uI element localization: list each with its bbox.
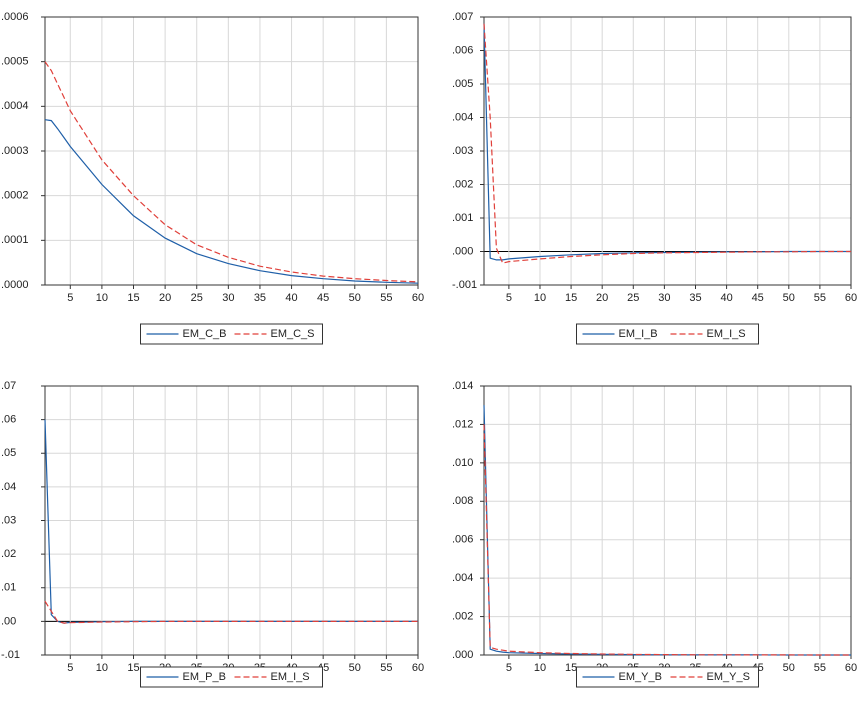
legend-label: EM_I_S — [271, 671, 310, 683]
x-tick-label: 10 — [534, 662, 546, 674]
x-tick-label: 25 — [191, 292, 203, 304]
y-tick-label: .002 — [452, 610, 473, 622]
panel: .000.002.004.006.008.010.012.01451015202… — [452, 380, 857, 688]
y-tick-label: .006 — [452, 44, 473, 56]
y-tick-label: .05 — [1, 447, 16, 459]
y-tick-label: .07 — [1, 380, 16, 392]
x-tick-label: 55 — [814, 662, 826, 674]
x-tick-label: 45 — [752, 292, 764, 304]
y-tick-label: .0002 — [1, 190, 29, 202]
series-line — [44, 61, 419, 283]
panel: -.001 .000 .001 .002 .003 .004 .005 .006 .007 5 10… — [452, 11, 857, 345]
y-tick-label: -.001 — [452, 279, 477, 291]
x-tick-label: 20 — [596, 292, 608, 304]
x-tick-label: 60 — [412, 292, 424, 304]
y-tick-label: .0006 — [1, 11, 29, 23]
y-tick-label: .007 — [452, 11, 473, 23]
x-tick-label: 10 — [96, 662, 108, 674]
x-tick-label: 40 — [285, 292, 297, 304]
y-tick-label: .000 — [452, 649, 473, 661]
y-tick-label: .014 — [452, 380, 473, 392]
x-tick-label: 50 — [783, 662, 795, 674]
x-tick-label: 50 — [349, 662, 361, 674]
panel: .0000 .0001 .0002 .0003 .0004 .0005 .0006 5 10 15… — [1, 11, 424, 345]
y-tick-label: .0000 — [1, 279, 29, 291]
legend-label: EM_Y_B — [619, 671, 662, 683]
x-tick-label: 60 — [412, 662, 424, 674]
plot-frame — [44, 16, 419, 286]
x-tick-label: 15 — [565, 662, 577, 674]
series-line — [44, 600, 418, 624]
plot-frame — [483, 385, 852, 656]
y-tick-label: .04 — [1, 481, 16, 493]
series-line — [483, 23, 851, 261]
x-tick-label: 45 — [317, 292, 329, 304]
x-tick-label: 15 — [127, 662, 139, 674]
x-tick-label: 55 — [814, 292, 826, 304]
x-tick-label: 60 — [845, 662, 857, 674]
y-tick-label: .000 — [452, 245, 473, 257]
panel: -.01.00.01.02.03.04.05.06.07510152025303… — [1, 380, 424, 688]
y-tick-label: .010 — [452, 457, 473, 469]
y-tick-label: .008 — [452, 495, 473, 507]
legend-box — [140, 666, 323, 688]
legend-box — [140, 323, 323, 345]
series-line — [44, 119, 419, 284]
x-tick-label: 30 — [658, 292, 670, 304]
x-tick-label: 5 — [506, 662, 512, 674]
legend-label: EM_C_S — [271, 328, 315, 340]
x-tick-label: 50 — [783, 292, 795, 304]
x-tick-label: 5 — [67, 292, 73, 304]
plot-frame — [483, 16, 852, 286]
x-tick-label: 5 — [506, 292, 512, 304]
y-tick-label: .001 — [452, 212, 473, 224]
legend-label: EM_C_B — [183, 328, 227, 340]
series-line — [483, 424, 851, 656]
x-tick-label: 40 — [720, 292, 732, 304]
x-tick-label: 15 — [127, 292, 139, 304]
legend-label: EM_I_S — [707, 328, 746, 340]
y-tick-label: .0003 — [1, 145, 29, 157]
y-tick-label: .012 — [452, 418, 473, 430]
series-line — [483, 405, 851, 656]
x-tick-label: 30 — [222, 292, 234, 304]
legend-label: EM_I_B — [619, 328, 658, 340]
plot-frame — [44, 385, 419, 656]
legend-box — [576, 323, 759, 345]
legend-label: EM_P_B — [183, 671, 226, 683]
y-tick-label: .0001 — [1, 234, 29, 246]
y-tick-label: .0005 — [1, 56, 29, 68]
y-tick-label: -.01 — [1, 649, 20, 661]
x-tick-label: 15 — [565, 292, 577, 304]
y-tick-label: .003 — [452, 145, 473, 157]
y-tick-label: .02 — [1, 548, 16, 560]
y-tick-label: .004 — [452, 111, 473, 123]
x-tick-label: 10 — [534, 292, 546, 304]
x-tick-label: 50 — [349, 292, 361, 304]
y-tick-label: .0004 — [1, 100, 29, 112]
x-tick-label: 10 — [96, 292, 108, 304]
y-tick-label: .002 — [452, 178, 473, 190]
x-tick-label: 35 — [254, 292, 266, 304]
series-line — [483, 23, 851, 264]
x-tick-label: 55 — [380, 292, 392, 304]
series-line — [44, 419, 418, 624]
y-tick-label: .006 — [452, 534, 473, 546]
y-tick-label: .004 — [452, 572, 473, 584]
legend-label: EM_Y_S — [707, 671, 750, 683]
y-tick-label: .03 — [1, 514, 16, 526]
x-tick-label: 55 — [380, 662, 392, 674]
x-tick-label: 5 — [67, 662, 73, 674]
x-tick-label: 25 — [627, 292, 639, 304]
y-tick-label: .01 — [1, 582, 16, 594]
y-tick-label: .00 — [1, 615, 16, 627]
x-tick-label: 20 — [159, 292, 171, 304]
legend-box — [576, 666, 759, 688]
y-tick-label: .005 — [452, 78, 473, 90]
x-tick-label: 60 — [845, 292, 857, 304]
x-tick-label: 35 — [689, 292, 701, 304]
y-tick-label: .06 — [1, 414, 16, 426]
